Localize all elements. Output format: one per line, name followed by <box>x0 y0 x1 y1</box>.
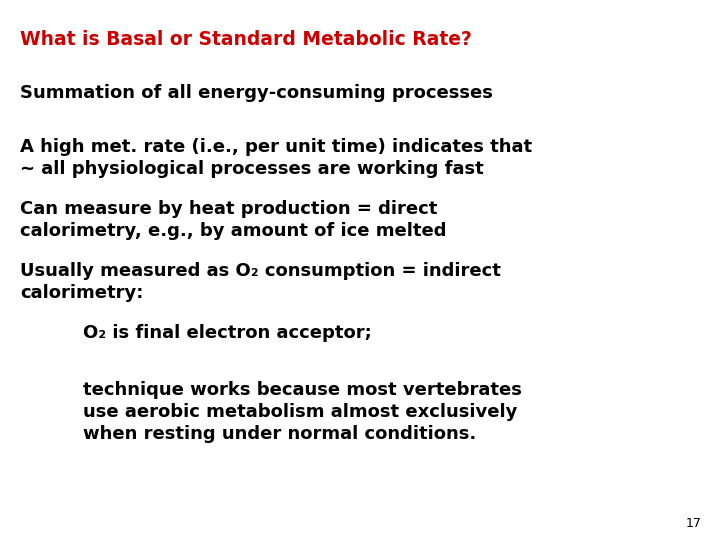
Text: 17: 17 <box>686 517 702 530</box>
Text: Can measure by heat production = direct
calorimetry, e.g., by amount of ice melt: Can measure by heat production = direct … <box>20 200 446 240</box>
Text: Usually measured as O₂ consumption = indirect
calorimetry:: Usually measured as O₂ consumption = ind… <box>20 262 501 302</box>
Text: A high met. rate (i.e., per unit time) indicates that
~ all physiological proces: A high met. rate (i.e., per unit time) i… <box>20 138 532 178</box>
Text: What is Basal or Standard Metabolic Rate?: What is Basal or Standard Metabolic Rate… <box>20 30 472 49</box>
Text: O₂ is final electron acceptor;: O₂ is final electron acceptor; <box>83 324 372 342</box>
Text: Summation of all energy-consuming processes: Summation of all energy-consuming proces… <box>20 84 493 102</box>
Text: technique works because most vertebrates
use aerobic metabolism almost exclusive: technique works because most vertebrates… <box>83 381 522 443</box>
